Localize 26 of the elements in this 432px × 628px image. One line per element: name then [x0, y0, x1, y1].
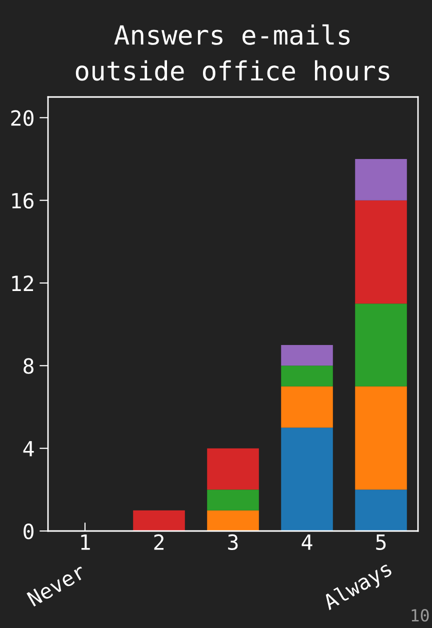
- x-tick-label: 4: [302, 534, 312, 550]
- y-tick-label: 4: [23, 441, 34, 456]
- bar: [281, 345, 333, 366]
- y-tick-label: 12: [12, 276, 34, 291]
- bar: [207, 490, 259, 510]
- bar: [355, 200, 407, 304]
- y-tick-label: 20: [11, 110, 34, 126]
- bar: [281, 366, 333, 386]
- bar: [207, 448, 259, 490]
- x-tick-label: 2: [154, 534, 164, 550]
- bar: [355, 386, 407, 490]
- bar: [133, 510, 185, 531]
- bar: [281, 386, 333, 428]
- x-tick-label: 3: [228, 534, 238, 550]
- text: 10: [412, 609, 429, 622]
- chart-title: Answers e-mails outside office hours: [76, 24, 390, 81]
- y-tick-label: 16: [12, 192, 34, 209]
- bar: [207, 510, 259, 531]
- x-tick-label: 1: [81, 534, 90, 550]
- bar: [281, 428, 333, 531]
- x-tick-label: 5: [376, 534, 386, 550]
- y-tick-label: 8: [24, 358, 34, 374]
- y-tick-label: 0: [24, 524, 34, 540]
- bar: [355, 490, 407, 531]
- bar: [355, 159, 407, 200]
- bar: [355, 304, 407, 386]
